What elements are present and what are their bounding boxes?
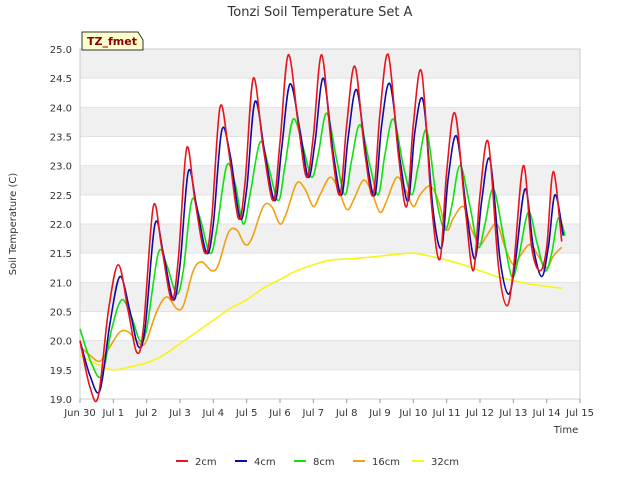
x-tick-label: Jul 4 (202, 408, 225, 419)
x-tick-label: Jul 3 (168, 408, 191, 419)
y-tick-label: 24.0 (50, 103, 72, 114)
x-tick-label: Jul 5 (235, 408, 258, 419)
grid-band (80, 282, 580, 312)
y-axis: 19.0 19.5 20.0 20.5 21.0 21.5 22.0 22.5 23.0 23.5… (50, 45, 72, 406)
annotation-text: TZ_fmet (87, 35, 137, 48)
x-tick-label: Jul 12 (465, 408, 494, 419)
y-tick-label: 21.5 (50, 249, 72, 260)
x-tick-label: Jul 15 (565, 408, 594, 419)
legend-label-4cm: 4cm (254, 457, 276, 468)
annotation-badge: TZ_fmet (81, 31, 144, 51)
y-tick-label: 23.0 (50, 162, 72, 173)
grid-band (80, 49, 580, 79)
x-tick-label: Jul 1 (102, 408, 125, 419)
legend-label-32cm: 32cm (431, 457, 459, 468)
grid-band (80, 340, 580, 370)
y-tick-label: 19.5 (50, 366, 72, 377)
y-tick-label: 22.5 (50, 191, 72, 202)
legend: 2cm 4cm 8cm 16cm 32cm (176, 457, 459, 468)
grid-band (80, 165, 580, 195)
series-line-32cm (79, 252, 562, 371)
x-tick-label: Jul 10 (398, 408, 427, 419)
y-tick-label: 23.5 (50, 133, 72, 144)
series-line-16cm (79, 176, 563, 363)
y-tick-label: 25.0 (50, 45, 72, 56)
y-tick-label: 19.0 (50, 395, 72, 406)
annotation-box (81, 31, 144, 51)
x-tick-label: Jul 11 (432, 408, 461, 419)
x-tick-label: Jul 13 (498, 408, 527, 419)
legend-label-8cm: 8cm (313, 457, 335, 468)
x-tick-label: Jul 8 (335, 408, 358, 419)
x-tick-label: Jul 7 (302, 408, 325, 419)
plot-area (79, 48, 581, 400)
x-tick-label: Jul 9 (368, 408, 391, 419)
chart-title: Tonzi Soil Temperature Set A (227, 5, 413, 20)
y-tick-label: 20.0 (50, 337, 72, 348)
series-line-2cm (79, 53, 563, 403)
x-tick-label: Jul 14 (532, 408, 561, 419)
x-tick-label: Jul 2 (135, 408, 158, 419)
y-tick-label: 20.5 (50, 308, 72, 319)
y-tick-label: 22.0 (50, 220, 72, 231)
legend-label-2cm: 2cm (195, 457, 217, 468)
x-axis: Jun 30 Jul 1 Jul 2 Jul 3 Jul 4 Jul 5 Jul 6 Jul … (63, 399, 594, 419)
x-tick-label: Jun 30 (63, 408, 96, 419)
y-tick-label: 21.0 (50, 278, 72, 289)
legend-label-16cm: 16cm (372, 457, 400, 468)
series-lines (79, 53, 566, 403)
x-tick-label: Jul 6 (268, 408, 291, 419)
x-axis-label: Time (553, 425, 578, 436)
y-axis-label: Soil Temperature (C) (8, 173, 19, 276)
y-tick-label: 24.5 (50, 74, 72, 85)
